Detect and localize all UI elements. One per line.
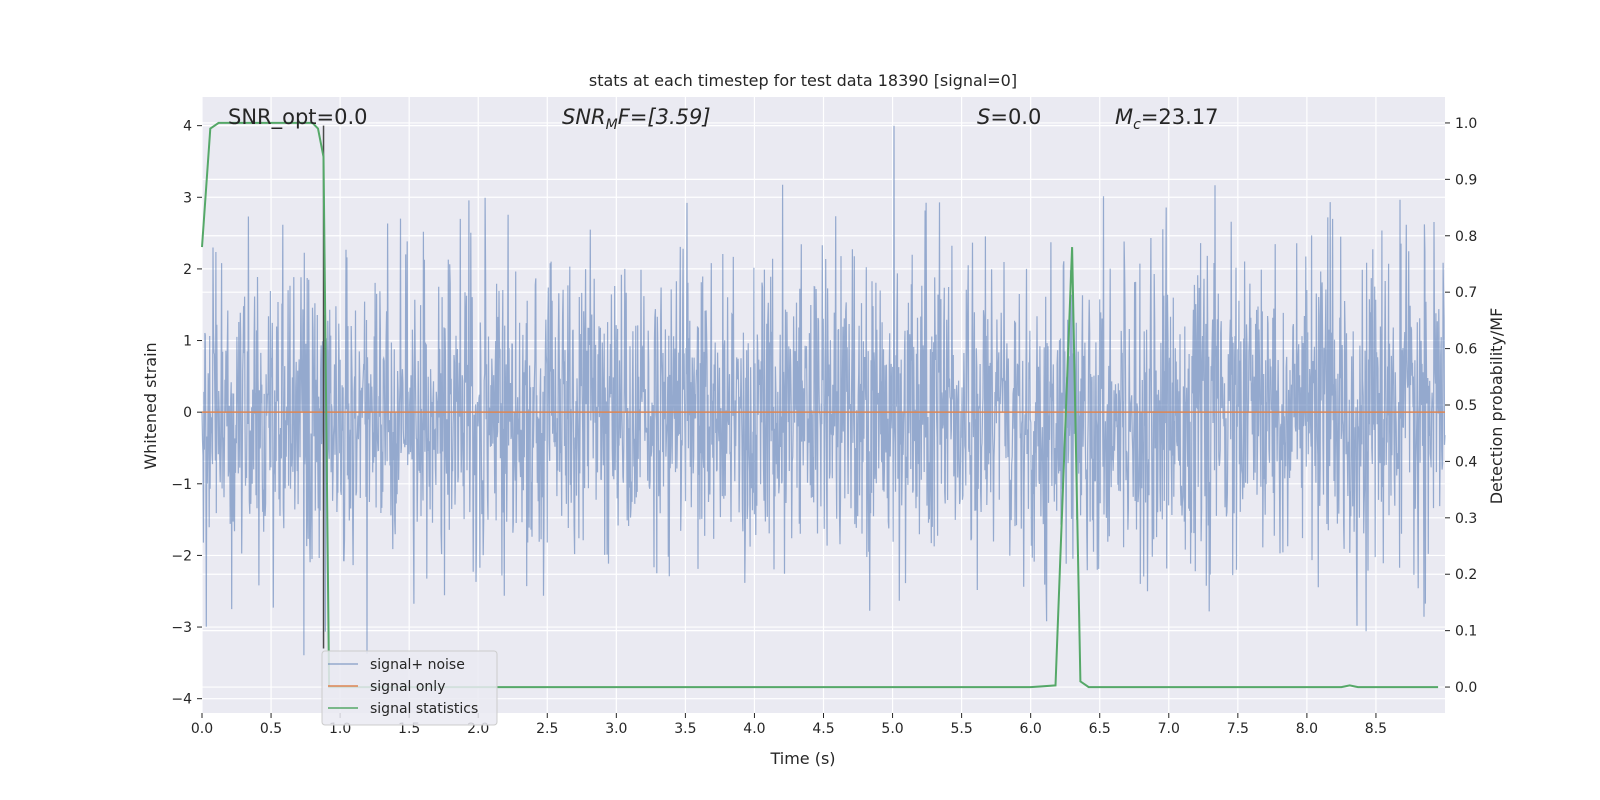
- x-tick-label: 6.0: [1020, 721, 1042, 737]
- y-tick-label: −3: [171, 620, 192, 636]
- x-axis-label: Time (s): [769, 749, 835, 768]
- annotation-s-main: S: [977, 105, 990, 129]
- y2-tick-label: 0.0: [1455, 680, 1477, 696]
- y2-tick-label: 0.1: [1455, 624, 1477, 640]
- y-tick-label: 0: [183, 405, 192, 421]
- y-axis-ticks: 4 3 2 1 0 −1 −2 −3 −4: [171, 119, 202, 708]
- x-tick-label: 6.5: [1089, 721, 1111, 737]
- y2-tick-label: 0.3: [1455, 511, 1477, 527]
- signal-noise-trace: [201, 125, 1446, 656]
- x-tick-label: 8.5: [1365, 721, 1387, 737]
- x-tick-label: 3.5: [674, 721, 696, 737]
- x-tick-label: 4.5: [812, 721, 834, 737]
- annotation-mc-main: M: [1115, 105, 1133, 129]
- y-tick-label: −2: [171, 548, 192, 564]
- x-tick-label: 0.0: [191, 721, 213, 737]
- y2-tick-label: 0.6: [1455, 342, 1477, 358]
- y2-tick-label: 0.8: [1455, 229, 1477, 245]
- x-tick-label: 7.0: [1158, 721, 1180, 737]
- legend-box: [321, 650, 498, 726]
- y2-tick-label: 0.5: [1455, 398, 1477, 414]
- annotation-s: S=0.0: [977, 105, 1041, 129]
- annotation-snr-mf-main: SNR: [562, 105, 606, 129]
- y2-axis-label: Detection probability/MF: [1487, 308, 1506, 505]
- y-tick-label: 2: [183, 262, 192, 278]
- y2-tick-label: 0.7: [1455, 285, 1477, 301]
- annotation-mc: Mc=23.17: [1115, 105, 1219, 133]
- annotation-snr-mf-rest: F=[3.59]: [618, 105, 711, 129]
- annotation-snr-mf-sub: M: [606, 117, 618, 133]
- series-signal-statistics: [201, 121, 1439, 689]
- x-tick-label: 8.0: [1296, 721, 1318, 737]
- y-tick-label: 1: [183, 334, 192, 350]
- x-tick-label: 2.5: [536, 721, 558, 737]
- x-tick-label: 5.0: [881, 721, 903, 737]
- y2-tick-label: 0.4: [1455, 454, 1477, 470]
- y-tick-label: −1: [171, 477, 192, 493]
- x-tick-label: 4.0: [743, 721, 765, 737]
- y2-tick-label: 0.9: [1455, 172, 1477, 188]
- y-tick-label: −4: [171, 692, 192, 708]
- y-tick-label: 4: [183, 119, 192, 135]
- x-tick-label: 0.5: [260, 721, 282, 737]
- series-signal-noise: [201, 125, 1446, 656]
- y2-axis-ticks: 1.0 0.9 0.8 0.7 0.6 0.5 0.4 0.3 0.2 0.1 0.0: [1445, 116, 1477, 696]
- annotation-mc-rest: =23.17: [1141, 105, 1219, 129]
- y-axis-label: Whitened strain: [141, 342, 160, 469]
- y-tick-label: 3: [183, 190, 192, 206]
- legend-label-signal-statistics: signal statistics: [370, 701, 478, 717]
- x-tick-label: 3.0: [605, 721, 627, 737]
- annotation-s-rest: =0.0: [990, 105, 1041, 129]
- annotation-snr-opt: SNR_opt=0.0: [228, 105, 368, 130]
- legend-label-signal-only: signal only: [370, 679, 445, 695]
- legend-label-signal-noise: signal+ noise: [370, 657, 465, 673]
- x-tick-label: 7.5: [1227, 721, 1249, 737]
- legend: signal+ noise signal only signal statist…: [321, 650, 498, 726]
- annotation-snr-mf: SNRMF=[3.59]: [562, 105, 711, 133]
- chart-title: stats at each timestep for test data 183…: [589, 71, 1017, 90]
- y2-tick-label: 1.0: [1455, 116, 1477, 132]
- y2-tick-label: 0.2: [1455, 567, 1477, 583]
- x-tick-label: 5.5: [950, 721, 972, 737]
- annotation-mc-sub: c: [1133, 117, 1141, 133]
